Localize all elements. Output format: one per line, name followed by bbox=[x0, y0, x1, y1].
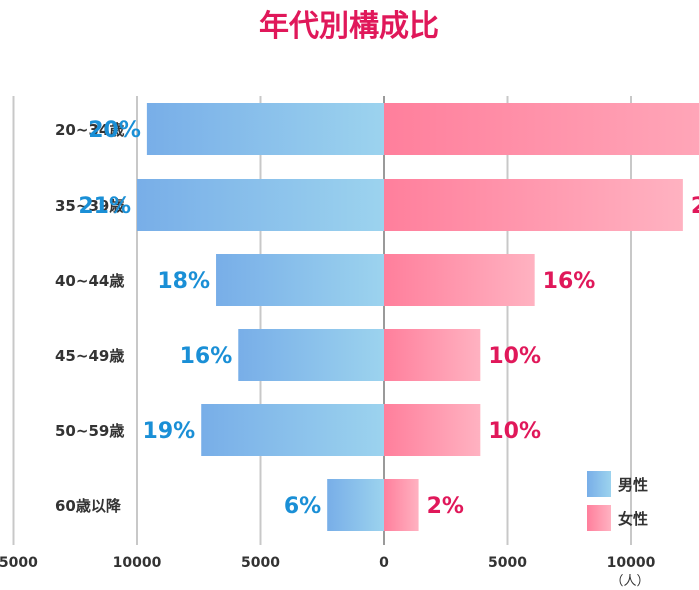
bar-male bbox=[146, 103, 384, 155]
category-label: 45~49歳 bbox=[55, 347, 124, 365]
category-label: 60歳以降 bbox=[55, 497, 122, 515]
bar-female bbox=[384, 479, 419, 531]
category-label: 50~59歳 bbox=[55, 422, 124, 440]
category-label: 40~44歳 bbox=[55, 272, 124, 290]
category-label: 20~34歳 bbox=[55, 121, 124, 139]
category-label: 35~39歳 bbox=[55, 197, 124, 215]
legend-swatch bbox=[587, 505, 611, 531]
x-tick-label: 10000 bbox=[607, 555, 656, 571]
female-percent-label: 27% bbox=[691, 194, 699, 219]
male-percent-label: 6% bbox=[284, 494, 321, 519]
category-labels: 20~34歳 35~39歳 40~44歳 45~49歳 50~59歳 60歳以降 bbox=[55, 121, 124, 515]
bar-male bbox=[201, 404, 384, 456]
x-tick-label: 5000 bbox=[241, 555, 280, 571]
bar-female bbox=[384, 329, 481, 381]
gridlines bbox=[12, 96, 632, 545]
female-percent-label: 16% bbox=[543, 269, 596, 294]
x-axis-ticks: 200001500010000500005000100001500020000 bbox=[0, 555, 656, 571]
chart-title: 年代別構成比 bbox=[259, 9, 439, 44]
x-tick-label: 10000 bbox=[113, 555, 162, 571]
bar-female bbox=[384, 103, 699, 155]
bar-female bbox=[384, 254, 535, 306]
percent-labels: 20%35%21%27%18%16%16%10%19%10%6%2% bbox=[78, 118, 699, 519]
female-percent-label: 10% bbox=[488, 344, 541, 369]
male-percent-label: 18% bbox=[157, 269, 210, 294]
female-percent-label: 10% bbox=[488, 419, 541, 444]
legend-swatch bbox=[587, 471, 611, 497]
legend-label: 男性 bbox=[618, 476, 648, 494]
legend-label: 女性 bbox=[618, 510, 648, 528]
male-percent-label: 21% bbox=[78, 194, 131, 219]
bar-male bbox=[238, 329, 384, 381]
x-tick-label: 5000 bbox=[488, 555, 527, 571]
bar-male bbox=[137, 179, 384, 231]
female-percent-label: 2% bbox=[427, 494, 464, 519]
male-percent-label: 20% bbox=[88, 118, 141, 143]
x-tick-label: 0 bbox=[379, 555, 389, 571]
male-percent-label: 19% bbox=[143, 419, 196, 444]
x-axis-unit: （人） bbox=[610, 574, 649, 589]
bar-male bbox=[327, 479, 384, 531]
bar-female bbox=[384, 179, 683, 231]
bar-female bbox=[384, 404, 481, 456]
x-tick-label: 15000 bbox=[0, 555, 38, 571]
bars bbox=[137, 103, 699, 531]
male-percent-label: 16% bbox=[180, 344, 233, 369]
bar-male bbox=[216, 254, 384, 306]
